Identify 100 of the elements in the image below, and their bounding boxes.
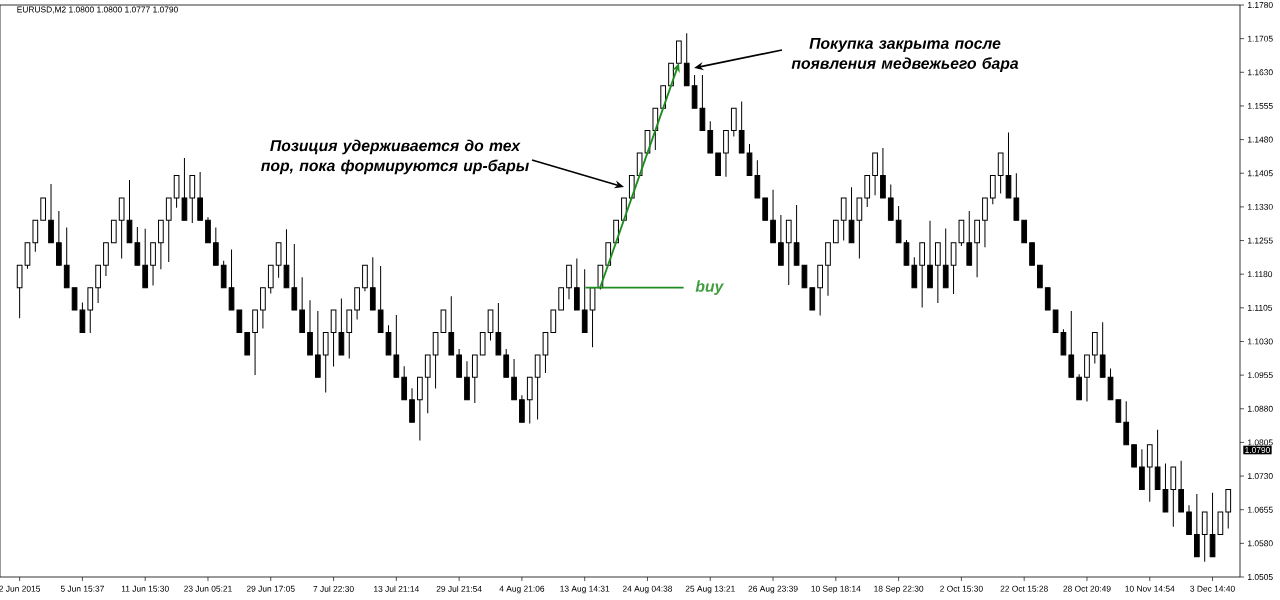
candlestick [220,260,227,289]
candlestick [880,147,886,199]
candlestick [87,287,94,334]
x-tick-label: 10 Nov 14:54 [1125,585,1175,592]
candlestick [573,257,580,311]
candlestick [260,287,266,329]
x-tick-label: 24 Aug 04:38 [622,585,673,594]
candlestick [401,365,408,401]
y-tick-label: 1.0505 [1248,574,1273,580]
candlestick [346,309,353,360]
candlestick [1201,511,1208,563]
x-tick-label: 11 Jun 15:30 [121,585,169,592]
candlestick [1099,321,1106,378]
y-tick-label: 1.0655 [1248,506,1273,513]
y-tick-label: 1.0880 [1248,405,1273,412]
candlestick [770,189,776,244]
x-tick-label: 22 Oct 15:28 [1000,585,1048,592]
candlestick [1225,489,1232,530]
y-tick-label: 1.1780 [1248,2,1273,8]
x-tick-label: 2 Oct 15:30 [940,585,983,592]
y-tick-label: 1.1105 [1248,304,1273,311]
candlestick [966,210,973,266]
candlestick [322,332,329,394]
y-tick-label: 1.1330 [1248,203,1273,210]
candlestick [307,299,313,356]
y-tick-label: 1.0580 [1248,540,1273,547]
candlestick [982,197,988,248]
candlestick [291,243,298,311]
candlestick [362,264,368,292]
annotation: Позиция удерживается до тех пор, пока формируются ир-бары [261,139,529,175]
x-tick-label: 13 Jul 21:14 [374,585,419,592]
candlestick [1170,466,1177,528]
candlestick [526,376,533,425]
candlestick [707,120,714,154]
candlestick [417,376,423,442]
x-tick-label: 25 Aug 13:21 [685,585,735,594]
candlestick [456,348,462,378]
x-tick-label: 5 Jun 15:37 [60,585,104,592]
candlestick [762,197,769,221]
candlestick [887,183,894,221]
y-tick-label: 1.1480 [1248,136,1273,143]
candlestick [479,332,486,356]
candlestick [825,242,831,297]
candlestick [197,171,203,221]
x-tick-label: 23 Jun 05:21 [184,585,232,592]
y-tick-label: 1.1630 [1248,69,1273,76]
x-tick-label: 7 Jul 22:30 [313,585,354,592]
candlestick [1131,444,1137,468]
candlestick [989,174,996,205]
candlestick [267,264,274,294]
candlestick [589,287,596,348]
annotation: Покупка закрыта после появления медвежьего бара [791,37,1019,73]
x-tick-label: 29 Jul 21:54 [436,585,482,592]
x-tick-label: 4 Aug 21:06 [499,585,545,594]
candlestick [354,287,360,320]
candlestick [1123,400,1130,446]
y-tick-label: 1.1030 [1248,338,1273,345]
candlestick [165,197,172,263]
y-tick-label: 1.0730 [1248,473,1273,480]
candlestick [1178,460,1185,513]
candlestick [1068,310,1075,378]
candlestick [212,227,219,266]
candlestick [935,242,941,304]
candlestick [40,197,47,221]
candlestick [511,358,517,401]
candlestick [393,314,400,378]
candlestick [809,287,816,311]
x-tick-label: 2 Jun 2015 [0,585,41,592]
candlestick [299,276,306,333]
candlestick [1146,444,1153,503]
candlestick [778,214,784,266]
x-tick-label: 18 Sep 22:30 [874,585,924,594]
candlestick [142,228,149,289]
candlestick [244,332,251,356]
ref-line-label: buy [695,280,724,295]
candlestick [252,309,258,376]
candlestick [103,242,109,277]
candlestick [519,394,525,423]
y-tick-label: 1.1555 [1248,103,1273,109]
candlestick [911,256,918,289]
candlestick [785,219,792,286]
candlestick [1091,332,1098,364]
candlestick [409,387,415,423]
candlestick [369,256,376,311]
candlestick [464,360,470,401]
candlestick [205,216,211,244]
candlestick [974,219,980,278]
candlestick [566,264,572,300]
candlestick [424,354,431,414]
x-tick-label: 10 Sep 18:14 [811,585,861,594]
candlestick [683,32,690,87]
candlestick [840,197,847,242]
candlestick [676,40,682,64]
candlestick [1139,448,1145,491]
x-tick-label: 26 Aug 23:39 [748,585,798,594]
candlestick [150,242,156,286]
candlestick [1076,373,1082,401]
candlestick [48,183,54,244]
chart-title: EURUSD,M2 1.0800 1.0800 1.0777 1.0790 [17,6,178,14]
x-tick-label: 29 Jun 17:05 [246,585,295,592]
